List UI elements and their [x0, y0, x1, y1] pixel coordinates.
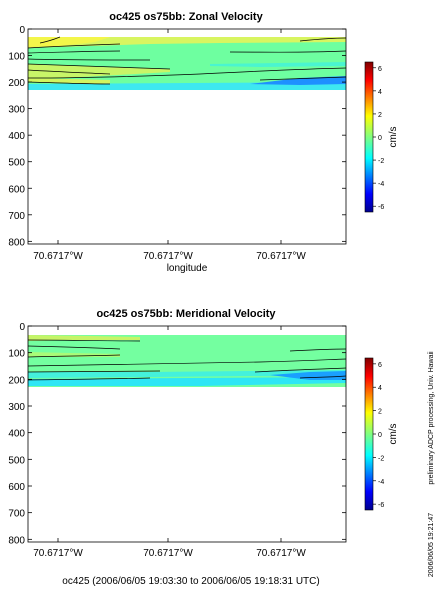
- timestamp: 2006/06/05 19:21:47: [428, 513, 435, 577]
- zonal-contour-line: [27, 67, 347, 79]
- meridional-yellow-west: [28, 335, 140, 341]
- meridional-y-tick-label: 700: [8, 509, 25, 520]
- zonal-y-tick-label: 200: [8, 78, 25, 89]
- meridional-colorbar-tick-label: -2: [378, 455, 384, 462]
- meridional-contour-line: [299, 375, 347, 379]
- meridional-y-tick-label: 500: [8, 455, 25, 466]
- zonal-y-tick-label: 800: [8, 237, 25, 248]
- meridional-colorbar-tick-label: -6: [378, 502, 384, 509]
- meridional-colorbar-tick-label: 2: [378, 409, 382, 416]
- meridional-contour-line: [289, 348, 347, 352]
- footer-time-range: oc425 (2006/06/05 19:03:30 to 2006/06/05…: [62, 576, 319, 587]
- zonal-colorbar-label: cm/s: [388, 126, 399, 147]
- meridional-colorbar-gradient: [364, 357, 374, 511]
- meridional-x-tick-label: 70.6717°W: [143, 548, 193, 559]
- meridional-colorbar-tick-label: 0: [378, 432, 382, 439]
- zonal-x-axis: 70.6717°W 70.6717°W 70.6717°W: [33, 29, 306, 262]
- meridional-cyan-bottom: [28, 377, 346, 386]
- zonal-contours: [27, 36, 347, 85]
- zonal-x-tick-label: 70.6717°W: [256, 251, 306, 262]
- meridional-y-tick-label: 400: [8, 429, 25, 440]
- meridional-contour-line: [254, 367, 347, 373]
- zonal-contour-line: [27, 69, 111, 75]
- zonal-cyan-east: [210, 62, 346, 67]
- meridional-colorbar-ticks: 6 4 2 0 -2 -4 -6: [373, 362, 384, 509]
- zonal-y-tick-label: 500: [8, 158, 25, 169]
- zonal-colorbar-tick-label: -6: [378, 204, 384, 211]
- meridional-contour-line: [27, 377, 151, 381]
- meridional-contour-line: [27, 339, 141, 342]
- zonal-mid-yellow: [28, 64, 170, 78]
- zonal-colorbar-tick-label: -4: [378, 181, 384, 188]
- zonal-contour-line: [27, 81, 111, 85]
- zonal-y-tick-label: 0: [19, 25, 25, 36]
- zonal-contour-line: [39, 36, 61, 44]
- zonal-colorbar-tick-label: 6: [378, 66, 382, 73]
- zonal-x-tick-label: 70.6717°W: [33, 251, 83, 262]
- meridional-y-tick-label: 200: [8, 375, 25, 386]
- meridional-y-tick-label: 100: [8, 349, 25, 360]
- meridional-y-tick-label: 800: [8, 535, 25, 546]
- zonal-upper-yellow: [28, 37, 346, 48]
- meridional-y-axis: 0 100 200 300 400 500 600 700 800: [8, 322, 346, 546]
- zonal-colorbar-tick-label: 0: [378, 135, 382, 142]
- zonal-contour-line: [27, 43, 121, 49]
- side-note: preliminary ADCP processing, Univ. Hawai…: [428, 351, 435, 485]
- meridional-contour-line: [27, 370, 161, 373]
- zonal-contour-line: [27, 58, 151, 61]
- meridional-y-tick-label: 300: [8, 402, 25, 413]
- meridional-colorbar-tick-label: 4: [378, 385, 382, 392]
- zonal-contour-line: [27, 50, 121, 54]
- zonal-colorbar-tick-label: 4: [378, 89, 382, 96]
- zonal-y-tick-label: 300: [8, 105, 25, 116]
- meridional-blue-east: [270, 371, 346, 380]
- meridional-plot-area: [27, 335, 347, 387]
- zonal-y-tick-label: 400: [8, 131, 25, 142]
- zonal-contour-line: [27, 63, 171, 70]
- zonal-plot-area: [27, 36, 347, 90]
- zonal-x-tick-label: 70.6717°W: [143, 251, 193, 262]
- zonal-colorbar-tick-label: 2: [378, 112, 382, 119]
- meridional-axes-frame: [27, 325, 347, 543]
- zonal-upper-yellow-west: [28, 37, 110, 47]
- meridional-x-tick-label: 70.6717°W: [256, 548, 306, 559]
- meridional-colorbar-tick-label: -4: [378, 479, 384, 486]
- zonal-panel: oc425 os75bb: Zonal Velocity: [8, 11, 399, 274]
- meridional-contours: [27, 339, 347, 381]
- meridional-colorbar-label: cm/s: [388, 423, 399, 444]
- meridional-title: oc425 os75bb: Meridional Velocity: [96, 308, 276, 320]
- zonal-title: oc425 os75bb: Zonal Velocity: [109, 11, 263, 23]
- zonal-contour-line: [259, 76, 347, 81]
- zonal-y-tick-label: 100: [8, 52, 25, 63]
- zonal-colorbar-gradient: [364, 61, 374, 213]
- meridional-contour-line: [27, 345, 121, 350]
- meridional-y-tick-label: 0: [19, 322, 25, 333]
- meridional-panel: oc425 os75bb: Meridional Velocity 010020…: [8, 308, 399, 559]
- zonal-y-tick-label: 600: [8, 184, 25, 195]
- meridional-contour-line: [27, 354, 121, 358]
- zonal-colorbar-tick-label: -2: [378, 158, 384, 165]
- zonal-contour-line: [229, 50, 347, 53]
- zonal-axes-frame: [27, 28, 347, 245]
- zonal-y-tick-label: 700: [8, 211, 25, 222]
- zonal-x-axis-label: longitude: [167, 263, 208, 274]
- zonal-contour-line: [299, 37, 347, 42]
- zonal-colorbar: 6 4 2 0 -2 -4 -6 cm/s: [364, 61, 399, 213]
- meridional-colorbar-tick-label: 6: [378, 362, 382, 369]
- zonal-y-axis: 0 100 200 300 400 500 600 700 800: [8, 25, 346, 248]
- meridional-cyan-mid: [28, 370, 346, 378]
- meridional-colorbar: 6 4 2 0 -2 -4 -6 cm/s: [364, 357, 399, 511]
- meridional-x-axis: 70.6717°W 70.6717°W 70.6717°W: [33, 326, 306, 559]
- meridional-x-tick-label: 70.6717°W: [33, 548, 83, 559]
- zonal-blue-east: [250, 76, 346, 85]
- meridional-contour-line: [27, 358, 347, 367]
- meridional-y-tick-label: 600: [8, 482, 25, 493]
- zonal-colorbar-ticks: 6 4 2 0 -2 -4 -6: [373, 66, 384, 211]
